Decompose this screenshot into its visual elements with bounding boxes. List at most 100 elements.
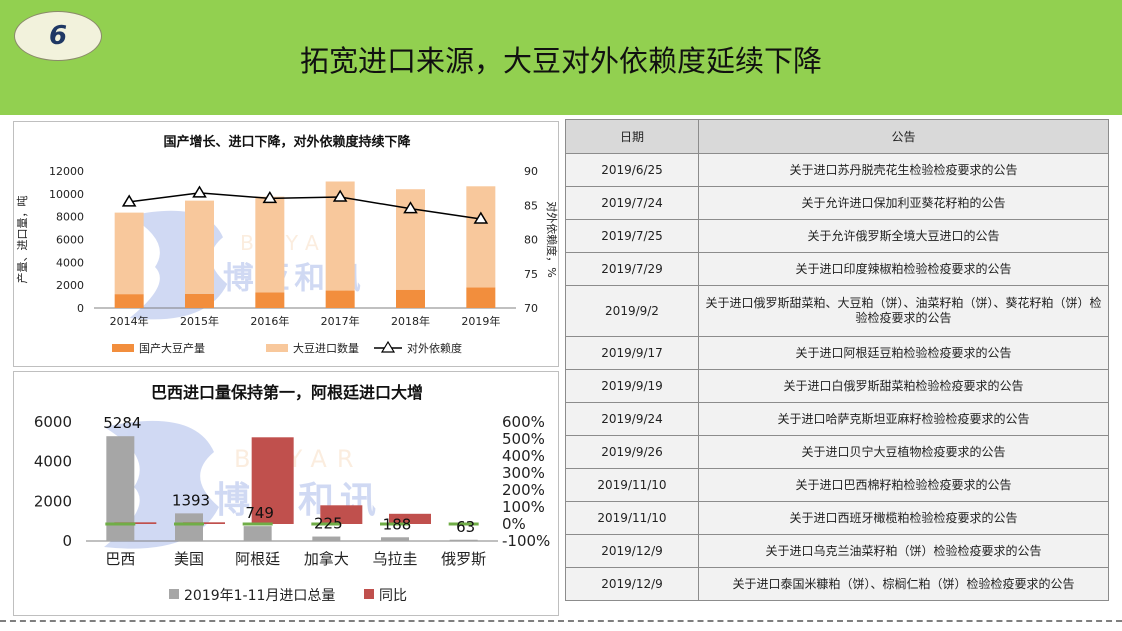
row-date: 2019/9/2	[565, 285, 699, 337]
dependency-point	[192, 185, 207, 198]
x-tick-label: 2017年	[321, 314, 360, 328]
dependency-point	[262, 190, 278, 204]
legend-swatch-marker	[380, 340, 396, 353]
table-row: 2019/11/10 关于进口西班牙橄榄粕检验检疫要求的公告	[565, 501, 1109, 535]
chart-title: 国产增长、进口下降，对外依赖度持续下降	[163, 134, 411, 150]
row-date: 2019/9/26	[565, 435, 699, 469]
bar-value-label: 188	[383, 515, 412, 533]
dependency-point	[473, 211, 489, 224]
x-tick-label: 2018年	[391, 314, 430, 328]
left-tick-label: 4000	[56, 256, 84, 269]
row-announcement: 关于进口白俄罗斯甜菜粕检验检疫要求的公告	[698, 369, 1109, 403]
bar-import-total	[243, 526, 272, 541]
left-tick-label: 2000	[56, 279, 84, 292]
row-announcement: 关于进口苏丹脱壳花生检验检疫要求的公告	[698, 153, 1109, 187]
legend-label: 同比	[379, 588, 407, 604]
table-row: 2019/6/25 关于进口苏丹脱壳花生检验检疫要求的公告	[565, 153, 1109, 187]
row-announcement: 关于进口巴西棉籽粕检验检疫要求的公告	[698, 468, 1109, 502]
legend-label: 对外依赖度	[407, 341, 462, 355]
row-announcement: 关于允许进口保加利亚葵花籽粕的公告	[698, 186, 1109, 220]
row-announcement: 关于进口阿根廷豆粕检验检疫要求的公告	[698, 336, 1109, 370]
bar-value-label: 1393	[172, 491, 210, 509]
row-date: 2019/9/19	[565, 369, 699, 403]
dependency-point	[332, 189, 348, 202]
zero-marker	[242, 522, 273, 526]
dependency-line	[129, 192, 481, 220]
table-header-row: 日期 公告	[565, 119, 1109, 154]
dependency-chart: BOYAR博亚和讯国产增长、进口下降，对外依赖度持续下降020004000600…	[15, 134, 559, 355]
left-tick-label: 0	[77, 302, 84, 315]
bar-domestic-production	[466, 287, 496, 308]
table-row: 2019/9/26 关于进口贝宁大豆植物检疫要求的公告	[565, 435, 1109, 469]
table-row: 2019/9/17 关于进口阿根廷豆粕检验检疫要求的公告	[565, 336, 1109, 370]
right-tick-label: 400%	[502, 447, 545, 465]
table-row: 2019/12/9 关于进口泰国米糠粕（饼）、棕榈仁粕（饼）检验检疫要求的公告	[565, 567, 1109, 601]
legend-swatch-domestic	[112, 344, 134, 352]
right-tick-label: 500%	[502, 430, 545, 448]
bar-import-total	[312, 536, 341, 541]
chart-title: 巴西进口量保持第一，阿根廷进口大增	[151, 383, 423, 402]
x-tick-label: 乌拉圭	[372, 550, 417, 568]
zero-marker	[448, 522, 479, 526]
x-tick-label: 俄罗斯	[441, 550, 486, 568]
x-tick-label: 美国	[174, 550, 204, 568]
bar-domestic-production	[396, 289, 425, 308]
bar-domestic-production	[255, 292, 285, 308]
dependency-point	[403, 201, 418, 214]
row-announcement: 关于进口俄罗斯甜菜粕、大豆粕（饼）、油菜籽粕（饼）、葵花籽粕（饼）检验检疫要求的…	[698, 285, 1109, 337]
x-tick-label: 阿根廷	[235, 550, 280, 568]
right-tick-label: 80	[524, 234, 538, 247]
bar-value-label: 5284	[103, 414, 141, 432]
bar-domestic-production	[325, 290, 355, 308]
row-date: 2019/6/25	[565, 153, 699, 187]
left-tick-label: 4000	[34, 453, 72, 471]
row-announcement: 关于进口哈萨克斯坦亚麻籽检验检疫要求的公告	[698, 402, 1109, 436]
header-announcement: 公告	[698, 119, 1109, 154]
zero-marker	[174, 522, 204, 526]
right-tick-label: -100%	[502, 532, 550, 550]
bar-import-volume	[255, 196, 285, 293]
bar-yoy-growth	[251, 437, 294, 524]
zero-marker	[105, 522, 136, 526]
left-tick-label: 8000	[56, 211, 84, 224]
row-date: 2019/9/17	[565, 336, 699, 370]
bar-domestic-production	[185, 293, 214, 308]
chart-panel-dependency: BOYAR 博亚和讯 国产增长、进口下降，对外依赖度持续下降 0 2000 4000 600…	[13, 121, 559, 367]
x-tick-label: 加拿大	[304, 550, 349, 568]
right-tick-label: 200%	[502, 481, 545, 499]
row-date: 2019/12/9	[565, 534, 699, 568]
bar-value-label: 63	[456, 518, 475, 536]
row-announcement: 关于进口印度辣椒粕检验检疫要求的公告	[698, 252, 1109, 286]
x-tick-label: 2015年	[180, 314, 219, 328]
chart-panel-origins: BOYAR 博亚和讯 巴西进口量保持第一，阿根廷进口大增 0 2000 4000 6000-…	[13, 371, 559, 616]
header-date: 日期	[565, 119, 699, 154]
dependency-point	[121, 194, 137, 207]
right-tick-label: 300%	[502, 464, 545, 482]
row-date: 2019/7/25	[565, 219, 699, 253]
right-tick-label: 85	[524, 199, 538, 212]
bar-import-total	[449, 539, 478, 541]
left-tick-label: 6000	[56, 234, 84, 247]
row-date: 2019/12/9	[565, 567, 699, 601]
zero-marker	[380, 522, 410, 526]
bar-import-volume	[185, 200, 214, 294]
right-tick-label: 70	[524, 302, 538, 315]
bar-yoy-growth	[320, 505, 363, 524]
row-announcement: 关于进口乌克兰油菜籽粕（饼）检验检疫要求的公告	[698, 534, 1109, 568]
bar-yoy-growth	[389, 513, 431, 524]
table-row: 2019/7/24 关于允许进口保加利亚葵花籽粕的公告	[565, 186, 1109, 220]
table-row: 2019/9/19 关于进口白俄罗斯甜菜粕检验检疫要求的公告	[565, 369, 1109, 403]
legend-label: 国产大豆产量	[139, 341, 205, 355]
right-tick-label: 0%	[502, 515, 526, 533]
bar-import-volume	[466, 186, 496, 288]
left-tick-label: 0	[62, 532, 72, 550]
row-date: 2019/11/10	[565, 468, 699, 502]
table-row: 2019/11/10 关于进口巴西棉籽粕检验检疫要求的公告	[565, 468, 1109, 502]
legend-label: 2019年1-11月进口总量	[184, 588, 335, 604]
left-tick-label: 6000	[34, 413, 72, 431]
table-row: 2019/12/9 关于进口乌克兰油菜籽粕（饼）检验检疫要求的公告	[565, 534, 1109, 568]
row-date: 2019/9/24	[565, 402, 699, 436]
right-tick-label: 100%	[502, 498, 545, 516]
legend-label: 大豆进口数量	[293, 341, 359, 355]
left-tick-label: 12000	[49, 165, 84, 178]
